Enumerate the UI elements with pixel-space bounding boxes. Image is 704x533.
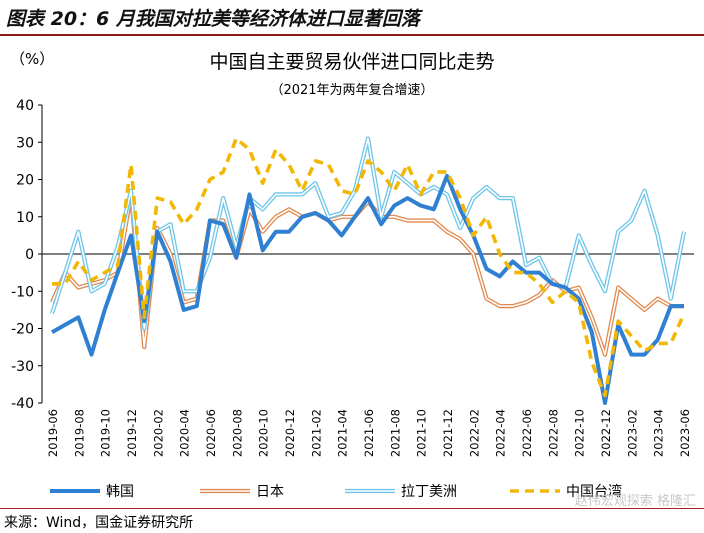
y-tick-label: 20 — [16, 173, 34, 189]
x-tick-label: 2019-10 — [99, 409, 113, 457]
y-tick-label: -20 — [11, 322, 34, 338]
x-tick-label: 2020-10 — [257, 409, 271, 457]
y-tick-label: 0 — [25, 247, 34, 263]
x-tick-label: 2021-12 — [441, 409, 455, 457]
axes-group: 40 30 20 10 0 -10 -20 -30 -40 2019-06 2019-08 2019-… — [11, 98, 694, 457]
source-note: 来源：Wind，国金证券研究所 — [4, 515, 194, 531]
watermark: 赵伟宏观探索 格隆汇 — [574, 494, 696, 509]
series-3-line — [52, 136, 686, 398]
y-tick-label: 30 — [16, 135, 34, 151]
x-tick-label: 2021-04 — [336, 409, 350, 457]
x-tick-label: 2022-04 — [494, 409, 508, 457]
x-tick-label: 2023-06 — [678, 409, 692, 457]
x-tick-label: 2019-12 — [125, 409, 139, 457]
chart-svg: 中国自主要贸易伙伴进口同比走势 （2021年为两年复合增速） （%） 40 30 2… — [10, 50, 694, 500]
x-tick-label: 2020-06 — [204, 409, 218, 457]
chart-subtitle: （2021年为两年复合增速） — [270, 83, 433, 98]
x-tick-label: 2021-10 — [415, 409, 429, 457]
series-layer — [50, 136, 687, 405]
x-tick-label: 2021-08 — [388, 409, 402, 457]
y-tick-label: -10 — [11, 284, 34, 300]
x-tick-label: 2020-12 — [283, 409, 297, 457]
x-tick-label: 2023-04 — [652, 409, 666, 457]
x-tick-label: 2022-02 — [467, 409, 481, 457]
x-tick-label: 2022-12 — [599, 409, 613, 457]
x-tick-label: 2021-02 — [309, 409, 323, 457]
figure-title: 图表 20：6 月我国对拉美等经济体进口显著回落 — [6, 8, 420, 30]
x-tick-label: 2023-02 — [625, 409, 639, 457]
title-rule — [0, 34, 704, 36]
series-0-line — [51, 173, 684, 405]
x-tick-label: 2020-04 — [178, 409, 192, 457]
x-tick-label: 2022-06 — [520, 409, 534, 457]
y-axis-label: （%） — [10, 50, 54, 68]
y-tick-label: 10 — [16, 210, 34, 226]
chart-title: 中国自主要贸易伙伴进口同比走势 — [209, 51, 494, 73]
x-tick-label: 2020-08 — [230, 409, 244, 457]
legend: 韩国 日本 拉丁美洲 中国台湾 — [50, 483, 622, 500]
x-tick-label: 2019-06 — [46, 409, 60, 457]
legend-label: 拉丁美洲 — [401, 484, 457, 500]
y-tick-label: 40 — [16, 98, 34, 114]
legend-label: 中国台湾 — [566, 483, 622, 500]
legend-label: 韩国 — [106, 484, 134, 500]
x-tick-label: 2022-10 — [573, 409, 587, 457]
x-tick-label: 2020-02 — [151, 409, 165, 457]
x-tick-label: 2022-08 — [546, 409, 560, 457]
y-tick-label: -40 — [11, 396, 34, 412]
x-tick-label: 2021-06 — [362, 409, 376, 457]
y-tick-label: -30 — [11, 359, 34, 375]
x-tick-label: 2019-08 — [72, 409, 86, 457]
bottom-rule — [0, 508, 704, 509]
legend-label: 日本 — [256, 484, 284, 500]
